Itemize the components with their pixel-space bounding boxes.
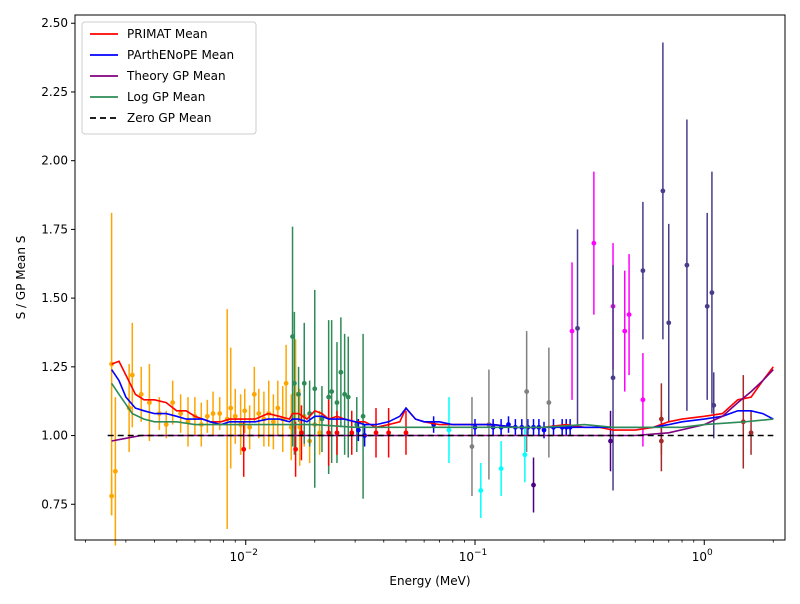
data-point [748, 430, 754, 436]
data-point [112, 468, 118, 474]
data-point [242, 408, 248, 414]
legend: PRIMAT Mean PArthENoPE Mean Theory GP Mean… [81, 21, 257, 135]
data-point [256, 411, 262, 416]
legend-label: PRIMAT Mean [127, 27, 208, 41]
data-point [210, 411, 216, 416]
y-tick-label: 1.50 [41, 291, 68, 305]
plot-data-layer [107, 42, 774, 546]
data-point [524, 389, 530, 394]
data-point [610, 375, 616, 381]
data-point [228, 405, 234, 411]
x-tick-label: 10−2 [229, 548, 258, 564]
data-point [342, 391, 348, 397]
data-point [251, 391, 257, 397]
data-point [403, 430, 409, 436]
data-point [163, 422, 169, 427]
data-point [109, 493, 115, 499]
data-point [658, 438, 664, 444]
y-axis-label: S / GP Mean S [14, 236, 28, 320]
data-point [319, 416, 325, 422]
y-tick-label: 2.00 [41, 154, 68, 168]
data-point [569, 328, 575, 334]
data-point [204, 413, 210, 419]
data-point [591, 240, 597, 246]
data-point [291, 380, 297, 386]
series-line [110, 369, 774, 429]
series-line [111, 360, 774, 431]
data-point [334, 430, 340, 436]
data-point [170, 400, 176, 405]
data-point [312, 386, 318, 392]
legend-label: Zero GP Mean [127, 111, 211, 125]
data-point [360, 413, 366, 419]
data-point [247, 424, 253, 430]
data-point [232, 413, 238, 419]
data-point [329, 389, 335, 394]
series-line [110, 382, 774, 429]
data-point [338, 369, 344, 375]
data-point [660, 188, 666, 194]
x-axis-label: Energy (MeV) [389, 574, 470, 588]
y-tick-label: 1.75 [41, 222, 68, 236]
data-point [446, 427, 452, 433]
data-point [373, 430, 379, 436]
data-point [301, 380, 307, 386]
data-point [531, 482, 536, 488]
data-point [178, 411, 184, 416]
legend-label: Theory GP Mean [126, 69, 226, 83]
x-tick-label: 100 [692, 548, 713, 564]
data-point [522, 452, 528, 458]
data-point [241, 446, 247, 452]
data-point [684, 262, 690, 268]
data-point [386, 430, 392, 436]
legend-box [81, 21, 257, 135]
data-point [546, 400, 552, 405]
y-tick-label: 2.50 [41, 16, 68, 30]
data-point [299, 430, 304, 436]
y-tick-label: 1.25 [41, 360, 68, 374]
data-point [575, 325, 580, 331]
series-line [111, 369, 774, 442]
plot-frame [74, 14, 786, 541]
data-point [129, 372, 135, 378]
y-tick-label: 1.00 [41, 429, 68, 443]
data-point [469, 444, 475, 449]
data-point [349, 430, 355, 436]
data-point [608, 438, 613, 444]
data-point [270, 419, 276, 425]
data-point [478, 488, 484, 493]
y-tick-label: 2.25 [41, 85, 68, 99]
data-point [626, 312, 632, 318]
data-point [293, 446, 298, 452]
data-point [275, 405, 281, 411]
data-point [345, 394, 351, 400]
data-point [709, 290, 715, 296]
data-point [666, 320, 672, 326]
data-point [334, 400, 340, 405]
data-point [138, 391, 144, 397]
data-point [704, 303, 710, 309]
data-point [283, 380, 289, 386]
data-point [317, 430, 323, 436]
legend-label: Log GP Mean [127, 90, 205, 104]
data-point [640, 268, 646, 274]
legend-label: PArthENoPE Mean [127, 48, 234, 62]
data-point [711, 402, 717, 408]
data-point [640, 397, 646, 403]
x-tick-label: 10−1 [459, 548, 488, 564]
data-point [217, 411, 223, 416]
y-tick-label: 0.75 [41, 497, 68, 511]
data-point [146, 400, 152, 405]
data-point [326, 430, 332, 436]
data-point [355, 427, 361, 433]
data-point [326, 394, 332, 400]
data-point [296, 391, 301, 397]
data-point [622, 328, 628, 334]
data-point [498, 466, 504, 471]
data-point [541, 427, 547, 433]
